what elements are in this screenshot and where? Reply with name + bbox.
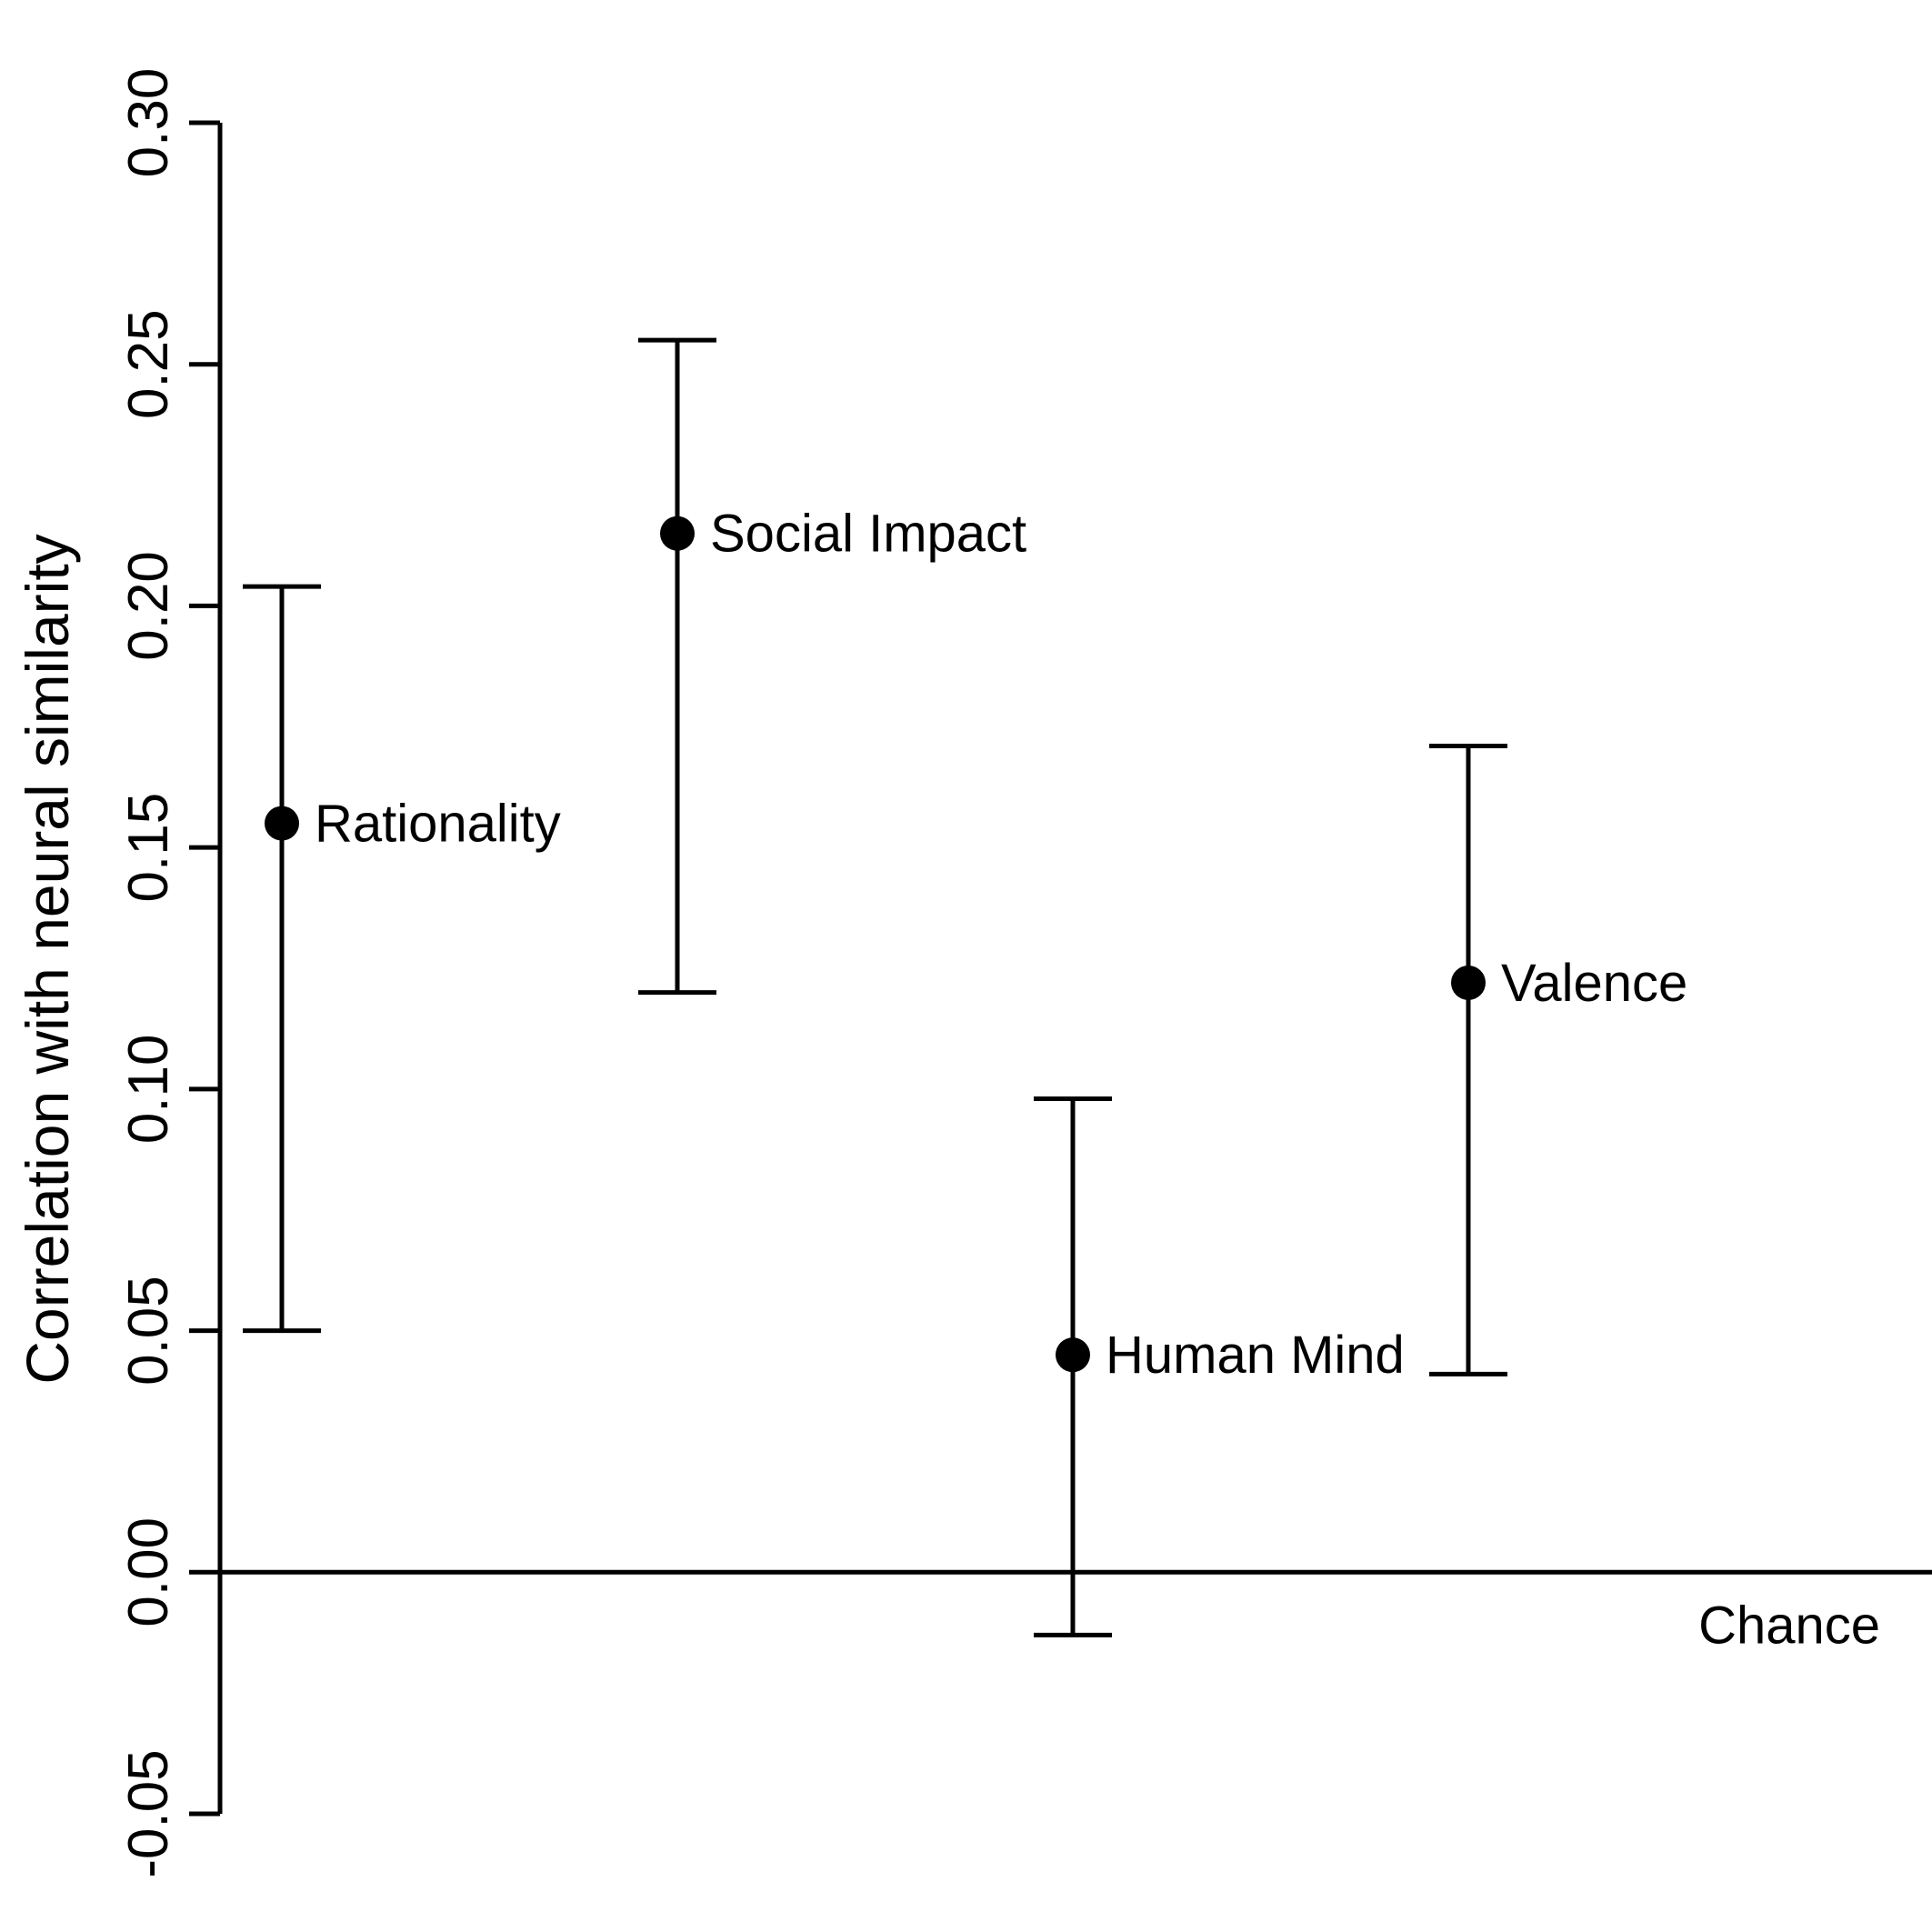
data-point [1451, 965, 1486, 1000]
y-ticks: -0.05 0.00 0.05 0.10 0.15 0.20 0.25 0.30 [117, 68, 220, 1878]
point-label: Rationality [315, 795, 561, 854]
series-points: Rationality Social Impact Human Mind Valenc… [243, 337, 1687, 1637]
y-tick-label: 0.10 [117, 1035, 180, 1145]
data-point-group: Valence [1429, 744, 1687, 1376]
data-point [265, 806, 299, 841]
data-point-group: Rationality [243, 584, 561, 1334]
y-tick-label: -0.05 [117, 1749, 180, 1877]
y-tick-label: 0.00 [117, 1517, 180, 1627]
y-tick-label: 0.25 [117, 309, 180, 419]
y-axis-label: Correlation with neural similarity [14, 534, 81, 1384]
y-tick-label: 0.30 [117, 68, 180, 178]
chance-line-group: Chance [220, 1569, 1932, 1655]
data-point [1056, 1337, 1090, 1373]
data-point-group: Human Mind [1034, 1096, 1405, 1637]
point-label: Valence [1501, 954, 1687, 1013]
chance-label: Chance [1698, 1596, 1880, 1655]
y-tick-label: 0.15 [117, 793, 180, 903]
point-label: Social Impact [710, 505, 1026, 564]
point-label: Human Mind [1106, 1326, 1405, 1385]
data-point [660, 516, 695, 551]
y-tick-label: 0.05 [117, 1276, 180, 1386]
y-tick-label: 0.20 [117, 551, 180, 661]
data-point-group: Social Impact [638, 337, 1026, 996]
